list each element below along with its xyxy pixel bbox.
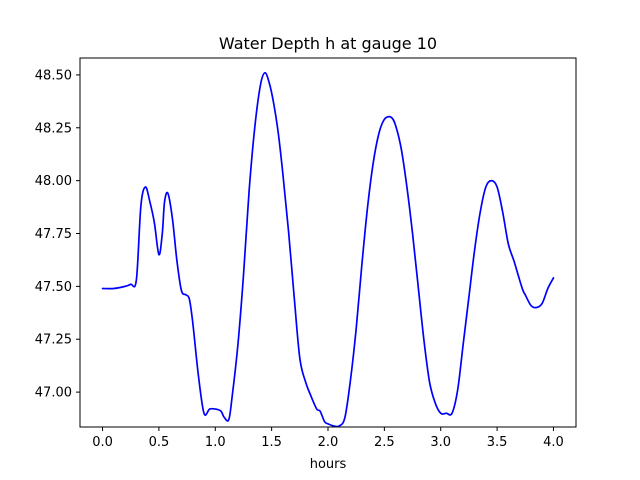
x-tick-label: 0.0: [92, 435, 113, 450]
x-tick-label: 4.0: [543, 435, 564, 450]
ticks-layer: 0.0 0.5 1.0 1.5 2.0 2.5 3.0 3.5 4.0 47.00 47.25 47.…: [35, 68, 564, 450]
x-tick-label: 1.0: [205, 435, 226, 450]
y-tick-label: 47.50: [35, 280, 72, 295]
x-tick-label: 0.5: [149, 435, 170, 450]
x-tick-label: 1.5: [261, 435, 282, 450]
water-depth-series-line: [101, 71, 555, 428]
y-tick-label: 48.00: [35, 174, 72, 189]
x-axis-label: hours: [310, 457, 347, 472]
plot-frame: [79, 57, 577, 428]
y-tick-label: 47.75: [35, 227, 72, 242]
series-layer: [101, 71, 555, 428]
x-tick-label: 2.0: [318, 435, 339, 450]
y-tick-label: 47.00: [35, 386, 72, 401]
plot-area: [80, 58, 576, 427]
y-tick-label: 48.50: [35, 68, 72, 83]
x-tick-label: 3.0: [430, 435, 451, 450]
x-tick-label: 3.5: [487, 435, 508, 450]
y-tick-label: 48.25: [35, 121, 72, 136]
x-tick-label: 2.5: [374, 435, 395, 450]
y-tick-label: 47.25: [35, 333, 72, 348]
chart-title: Water Depth h at gauge 10: [219, 34, 437, 53]
